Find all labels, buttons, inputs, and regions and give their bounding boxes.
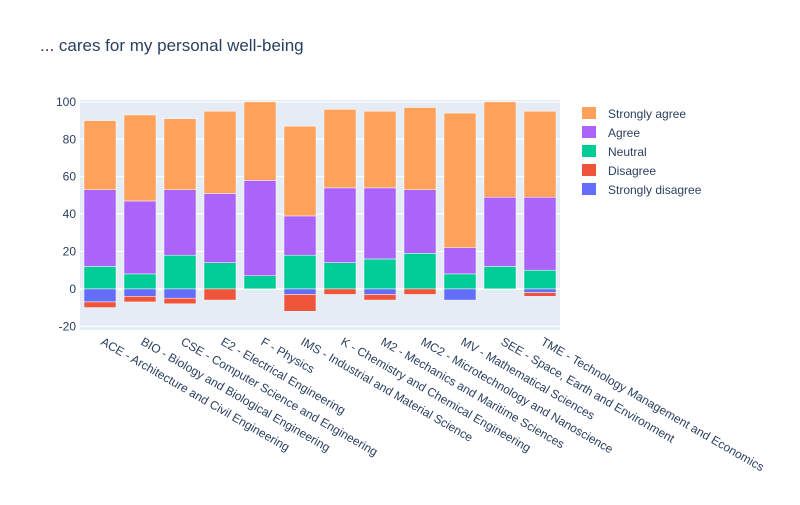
bar-segment[interactable] xyxy=(403,107,437,191)
legend-label: Disagree xyxy=(608,164,656,178)
gridlines xyxy=(80,101,560,327)
y-tick-label: -20 xyxy=(59,319,77,333)
y-tick-label: 80 xyxy=(63,132,77,146)
bar-segment[interactable] xyxy=(203,288,237,301)
bar-segment[interactable] xyxy=(363,288,397,295)
bar-segment[interactable] xyxy=(83,266,117,290)
bar-segment[interactable] xyxy=(323,109,357,189)
legend-label: Neutral xyxy=(608,145,647,159)
plot-area xyxy=(80,100,560,330)
bar-segment[interactable] xyxy=(283,294,317,312)
bar-segment[interactable] xyxy=(243,275,277,290)
bar-segment[interactable] xyxy=(443,112,477,248)
bar-segment[interactable] xyxy=(83,189,117,267)
bar-segment[interactable] xyxy=(243,180,277,277)
bar-segment[interactable] xyxy=(163,297,197,305)
legend-item[interactable]: Neutral xyxy=(582,145,647,159)
y-tick-label: 100 xyxy=(56,95,76,109)
bar-segment[interactable] xyxy=(243,101,277,181)
bar-segment[interactable] xyxy=(523,288,557,293)
legend-item[interactable]: Agree xyxy=(582,126,640,140)
bar-segment[interactable] xyxy=(283,254,317,290)
bar-segment[interactable] xyxy=(403,288,437,295)
bar-segment[interactable] xyxy=(483,101,517,198)
legend-item[interactable]: Disagree xyxy=(582,164,656,178)
bar-segment[interactable] xyxy=(323,187,357,263)
chart-title: ... cares for my personal well-being xyxy=(40,36,304,55)
bar-segment[interactable] xyxy=(323,288,357,295)
bar-segment[interactable] xyxy=(363,187,397,260)
legend-label: Strongly disagree xyxy=(608,183,702,197)
bar-segment[interactable] xyxy=(163,288,197,299)
bar-segment[interactable] xyxy=(403,253,437,290)
bar-segment[interactable] xyxy=(443,273,477,290)
bar-segment[interactable] xyxy=(523,196,557,271)
bar-segment[interactable] xyxy=(403,189,437,254)
bar-segment[interactable] xyxy=(83,288,117,303)
bar-segment[interactable] xyxy=(203,262,237,290)
bar-segment[interactable] xyxy=(363,110,397,189)
bar-segment[interactable] xyxy=(163,254,197,290)
y-tick-label: 20 xyxy=(63,244,77,258)
bar-segment[interactable] xyxy=(363,294,397,301)
bar-segment[interactable] xyxy=(283,125,317,217)
legend-swatch xyxy=(582,107,596,119)
bar-segment[interactable] xyxy=(483,266,517,290)
legend-item[interactable]: Strongly disagree xyxy=(582,183,702,197)
bar-segment[interactable] xyxy=(523,110,557,198)
bar-segment[interactable] xyxy=(123,200,157,275)
legend-swatch xyxy=(582,145,596,157)
y-axis: -20 0 20 40 60 80 100 xyxy=(56,95,76,333)
bar-segment[interactable] xyxy=(523,292,557,297)
legend-label: Agree xyxy=(608,126,640,140)
bar-segment[interactable] xyxy=(123,288,157,297)
bar-segment[interactable] xyxy=(123,296,157,303)
legend-swatch xyxy=(582,164,596,176)
bar-segment[interactable] xyxy=(443,288,477,301)
bar-segment[interactable] xyxy=(283,288,317,295)
legend-item[interactable]: Strongly agree xyxy=(582,107,686,121)
bar-segment[interactable] xyxy=(283,215,317,256)
bar-segment[interactable] xyxy=(523,269,557,290)
bar-segment[interactable] xyxy=(323,262,357,290)
legend-swatch xyxy=(582,183,596,195)
bar-segment[interactable] xyxy=(123,114,157,202)
y-tick-label: 60 xyxy=(63,170,77,184)
bar-segment[interactable] xyxy=(163,189,197,256)
bar-segment[interactable] xyxy=(363,258,397,290)
bar-segment[interactable] xyxy=(203,110,237,194)
bar-segment[interactable] xyxy=(483,196,517,267)
legend[interactable]: Strongly agree Agree Neutral Disagree Strong… xyxy=(582,107,702,197)
x-axis: ACE - Architecture and Civil Engineering… xyxy=(99,334,767,474)
y-tick-label: 40 xyxy=(63,207,77,221)
legend-swatch xyxy=(582,126,596,138)
bar-segment[interactable] xyxy=(123,273,157,290)
bar-segment[interactable] xyxy=(443,247,477,275)
legend-label: Strongly agree xyxy=(608,107,686,121)
y-tick-label: 0 xyxy=(69,282,76,296)
bars xyxy=(83,101,557,312)
bar-segment[interactable] xyxy=(83,120,117,191)
bar-segment[interactable] xyxy=(163,118,197,191)
bar-segment[interactable] xyxy=(83,301,117,308)
bar-segment[interactable] xyxy=(203,193,237,263)
